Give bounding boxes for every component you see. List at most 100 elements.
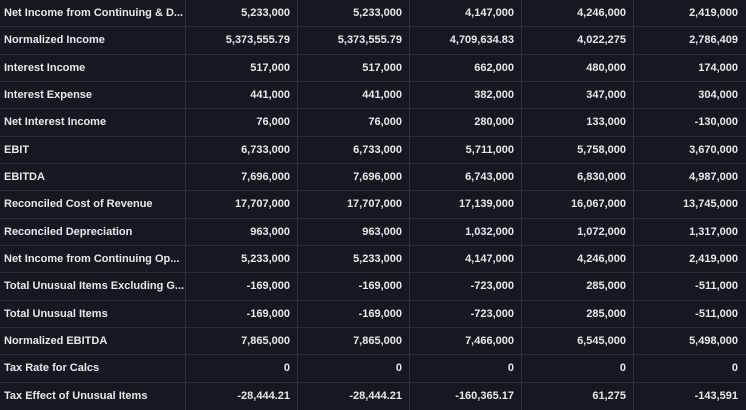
table-cell: -723,000: [410, 273, 522, 300]
table-cell: 441,000: [298, 81, 410, 109]
table-cell: 382,000: [410, 81, 522, 109]
table-row: EBIT 6,733,000 6,733,000 5,711,000 5,758…: [0, 136, 746, 164]
table-cell: 0: [410, 355, 522, 382]
table-cell: 61,275: [522, 382, 634, 410]
table-cell: -169,000: [186, 273, 298, 300]
row-label: Reconciled Depreciation: [0, 218, 186, 245]
table-cell: 1,072,000: [522, 218, 634, 245]
table-cell: 0: [522, 355, 634, 382]
table-cell: 133,000: [522, 109, 634, 136]
row-label: Interest Expense: [0, 81, 186, 109]
table-cell: 4,987,000: [689, 171, 738, 184]
table-cell: -160,365.17: [410, 382, 522, 410]
table-cell: 6,545,000: [522, 327, 634, 355]
table-row: Total Unusual Items Excluding G... -169,…: [0, 273, 746, 301]
table-cell: 1,032,000: [410, 218, 522, 245]
table-cell: 662,000: [410, 54, 522, 81]
table-row: Normalized EBITDA 7,865,000 7,865,000 7,…: [0, 327, 746, 356]
table-cell: 517,000: [186, 54, 298, 81]
table-cell: 285,000: [522, 300, 634, 327]
table-row: Interest Income 517,000 517,000 662,000 …: [0, 54, 746, 82]
table-cell: 76,000: [186, 109, 298, 136]
table-cell: 2,786,409: [689, 34, 738, 47]
row-label: Tax Rate for Calcs: [0, 355, 186, 382]
table-row: Tax Rate for Calcs 0 0 0 0 0: [0, 355, 746, 383]
table-cell: 16,067,000: [522, 191, 634, 218]
table-cell: 6,743,000: [410, 163, 522, 191]
table-cell: -169,000: [186, 300, 298, 327]
table-cell: -169,000: [298, 300, 410, 327]
table-cell: -28,444.21: [186, 382, 298, 410]
table-cell: 7,696,000: [298, 163, 410, 191]
table-cell: 963,000: [298, 218, 410, 245]
row-label: Interest Income: [0, 54, 186, 81]
table-cell: 3,670,000: [689, 143, 738, 156]
table-cell: 7,466,000: [410, 327, 522, 355]
table-cell: 13,745,000: [682, 198, 738, 211]
table-cell: -511,000: [695, 280, 738, 293]
table-cell: 5,711,000: [410, 136, 522, 163]
table-cell: 0: [731, 362, 738, 375]
table-cell: 5,373,555.79: [186, 27, 298, 54]
table-row: Total Unusual Items -169,000 -169,000 -7…: [0, 300, 746, 328]
table-cell: 5,233,000: [298, 245, 410, 273]
table-cell: 304,000: [698, 89, 738, 102]
table-row: Reconciled Depreciation 963,000 963,000 …: [0, 218, 746, 246]
table-cell: 480,000: [522, 54, 634, 81]
table-cell: 280,000: [410, 109, 522, 136]
table-cell: 5,233,000: [298, 0, 410, 27]
table-cell: 0: [186, 355, 298, 382]
table-cell: 347,000: [522, 81, 634, 109]
row-label: Net Income from Continuing Op...: [0, 245, 186, 273]
table-cell: 5,758,000: [522, 136, 634, 163]
table-row: Net Income from Continuing & D... 5,233,…: [0, 0, 746, 28]
table-cell: 441,000: [186, 81, 298, 109]
table-row: Net Interest Income 76,000 76,000 280,00…: [0, 109, 746, 137]
row-label: Net Interest Income: [0, 109, 186, 136]
table-row: Tax Effect of Unusual Items -28,444.21 -…: [0, 382, 746, 410]
table-cell: 174,000: [698, 61, 738, 74]
table-cell: -28,444.21: [298, 382, 410, 410]
table-cell: 76,000: [298, 109, 410, 136]
table-cell: 7,865,000: [186, 327, 298, 355]
row-label: Total Unusual Items Excluding G...: [0, 273, 186, 300]
row-label: Total Unusual Items: [0, 300, 186, 327]
row-label: EBITDA: [0, 163, 186, 191]
table-cell: 4,246,000: [522, 245, 634, 273]
table-cell: 6,830,000: [522, 163, 634, 191]
row-label: Reconciled Cost of Revenue: [0, 191, 186, 218]
table-cell: 5,498,000: [689, 335, 738, 348]
table-row: Normalized Income 5,373,555.79 5,373,555…: [0, 27, 746, 55]
table-row: Interest Expense 441,000 441,000 382,000…: [0, 81, 746, 110]
table-cell: 4,147,000: [410, 0, 522, 27]
row-label: Normalized Income: [0, 27, 186, 54]
table-row: Net Income from Continuing Op... 5,233,0…: [0, 245, 746, 274]
table-cell: -130,000: [694, 116, 738, 129]
table-cell: 4,022,275: [522, 27, 634, 54]
table-cell: -723,000: [410, 300, 522, 327]
table-cell: 6,733,000: [298, 136, 410, 163]
table-cell: 7,865,000: [298, 327, 410, 355]
table-cell: 17,707,000: [298, 191, 410, 218]
table-row: Reconciled Cost of Revenue 17,707,000 17…: [0, 191, 746, 219]
table-cell: 5,233,000: [186, 245, 298, 273]
table-cell: 1,317,000: [689, 225, 738, 238]
table-cell: 4,709,634.83: [410, 27, 522, 54]
table-cell: 4,246,000: [522, 0, 634, 27]
table-cell: 963,000: [186, 218, 298, 245]
table-cell: 2,419,000: [689, 7, 738, 20]
table-cell: 7,696,000: [186, 163, 298, 191]
table-cell: 5,233,000: [186, 0, 298, 27]
table-cell: -511,000: [695, 307, 738, 320]
table-cell: 517,000: [298, 54, 410, 81]
table-cell: 285,000: [522, 273, 634, 300]
row-label: Net Income from Continuing & D...: [0, 0, 186, 27]
table-cell: 17,139,000: [410, 191, 522, 218]
table-cell: 0: [298, 355, 410, 382]
table-row: EBITDA 7,696,000 7,696,000 6,743,000 6,8…: [0, 163, 746, 192]
table-cell: 17,707,000: [186, 191, 298, 218]
table-cell: 6,733,000: [186, 136, 298, 163]
table-cell: -169,000: [298, 273, 410, 300]
row-label: Normalized EBITDA: [0, 327, 186, 355]
